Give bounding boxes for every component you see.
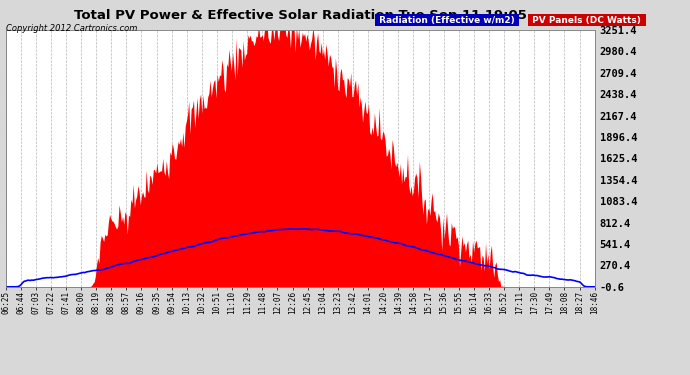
Text: Copyright 2012 Cartronics.com: Copyright 2012 Cartronics.com (6, 24, 137, 33)
Text: PV Panels (DC Watts): PV Panels (DC Watts) (529, 16, 644, 25)
Text: Radiation (Effective w/m2): Radiation (Effective w/m2) (376, 16, 518, 25)
Text: Total PV Power & Effective Solar Radiation Tue Sep 11 19:05: Total PV Power & Effective Solar Radiati… (74, 9, 526, 22)
